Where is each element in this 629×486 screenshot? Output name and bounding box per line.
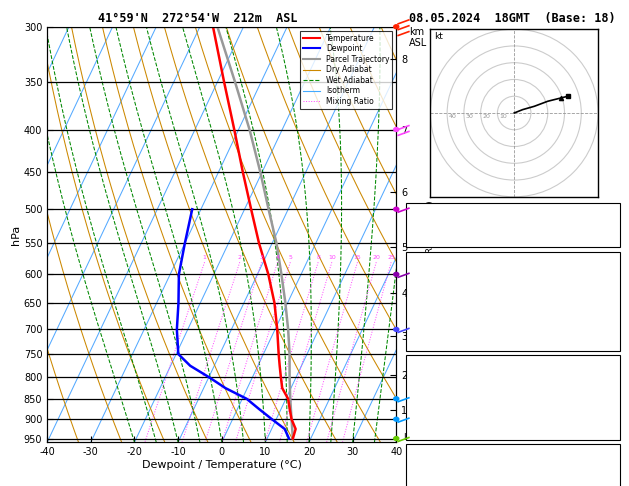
- Text: -2: -2: [605, 308, 616, 317]
- Text: 232: 232: [599, 322, 616, 331]
- Text: Lifted Index: Lifted Index: [410, 308, 479, 317]
- Text: LCL: LCL: [403, 433, 420, 442]
- Text: 950: 950: [599, 370, 616, 379]
- Text: kt: kt: [434, 32, 443, 41]
- Text: Totals Totals: Totals Totals: [410, 218, 485, 226]
- Text: K: K: [410, 204, 416, 213]
- Text: Lifted Index: Lifted Index: [410, 398, 479, 406]
- Text: 15: 15: [353, 255, 361, 260]
- Text: Most Unstable: Most Unstable: [476, 356, 550, 365]
- Text: 30: 30: [465, 114, 474, 119]
- X-axis label: Dewpoint / Temperature (°C): Dewpoint / Temperature (°C): [142, 460, 302, 470]
- Text: EH: EH: [410, 459, 421, 468]
- Text: 08.05.2024  18GMT  (Base: 18): 08.05.2024 18GMT (Base: 18): [409, 12, 616, 25]
- Text: 4: 4: [276, 255, 279, 260]
- Text: Pressure (mb): Pressure (mb): [410, 370, 485, 379]
- Text: Dewp (°C): Dewp (°C): [410, 280, 462, 289]
- Text: -3: -3: [605, 398, 616, 406]
- Text: 20: 20: [482, 114, 490, 119]
- Text: 325: 325: [599, 383, 616, 393]
- Text: CIN (J): CIN (J): [410, 425, 450, 434]
- Text: © weatheronline.co.uk: © weatheronline.co.uk: [460, 474, 565, 484]
- Text: 3: 3: [260, 255, 264, 260]
- Text: SREH: SREH: [410, 473, 433, 482]
- Text: Hodograph: Hodograph: [487, 445, 538, 454]
- Text: CIN (J): CIN (J): [410, 336, 450, 345]
- Text: 322: 322: [599, 294, 616, 303]
- Text: 47: 47: [605, 218, 616, 226]
- Text: Temp (°C): Temp (°C): [410, 266, 462, 276]
- Text: CAPE (J): CAPE (J): [410, 411, 456, 420]
- Legend: Temperature, Dewpoint, Parcel Trajectory, Dry Adiabat, Wet Adiabat, Isotherm, Mi: Temperature, Dewpoint, Parcel Trajectory…: [300, 31, 392, 109]
- Text: 51: 51: [605, 473, 616, 482]
- Text: 40: 40: [449, 114, 457, 119]
- Text: 27: 27: [605, 425, 616, 434]
- Text: 15: 15: [605, 280, 616, 289]
- Text: CAPE (J): CAPE (J): [410, 322, 456, 331]
- Text: 41°59'N  272°54'W  212m  ASL: 41°59'N 272°54'W 212m ASL: [98, 12, 298, 25]
- Text: 1: 1: [203, 255, 206, 260]
- Text: 8: 8: [316, 255, 320, 260]
- Text: 10: 10: [328, 255, 336, 260]
- Text: Mixing Ratio (g/kg): Mixing Ratio (g/kg): [426, 200, 435, 286]
- Text: 543: 543: [599, 411, 616, 420]
- Text: 25: 25: [387, 255, 395, 260]
- Text: θₑ (K): θₑ (K): [410, 383, 445, 393]
- Text: 10: 10: [499, 114, 507, 119]
- Text: 17: 17: [605, 204, 616, 213]
- Y-axis label: km
ASL: km ASL: [409, 27, 427, 48]
- Text: 1.48: 1.48: [593, 231, 616, 241]
- Y-axis label: hPa: hPa: [11, 225, 21, 244]
- Text: 123: 123: [599, 336, 616, 345]
- Text: 25: 25: [605, 459, 616, 468]
- Text: 15.9: 15.9: [593, 266, 616, 276]
- Text: 5: 5: [288, 255, 292, 260]
- Text: 2: 2: [238, 255, 242, 260]
- Text: 20: 20: [372, 255, 380, 260]
- Text: PW (cm): PW (cm): [410, 231, 450, 241]
- Text: Surface: Surface: [493, 253, 533, 261]
- Text: θₑ(K): θₑ(K): [410, 294, 439, 303]
